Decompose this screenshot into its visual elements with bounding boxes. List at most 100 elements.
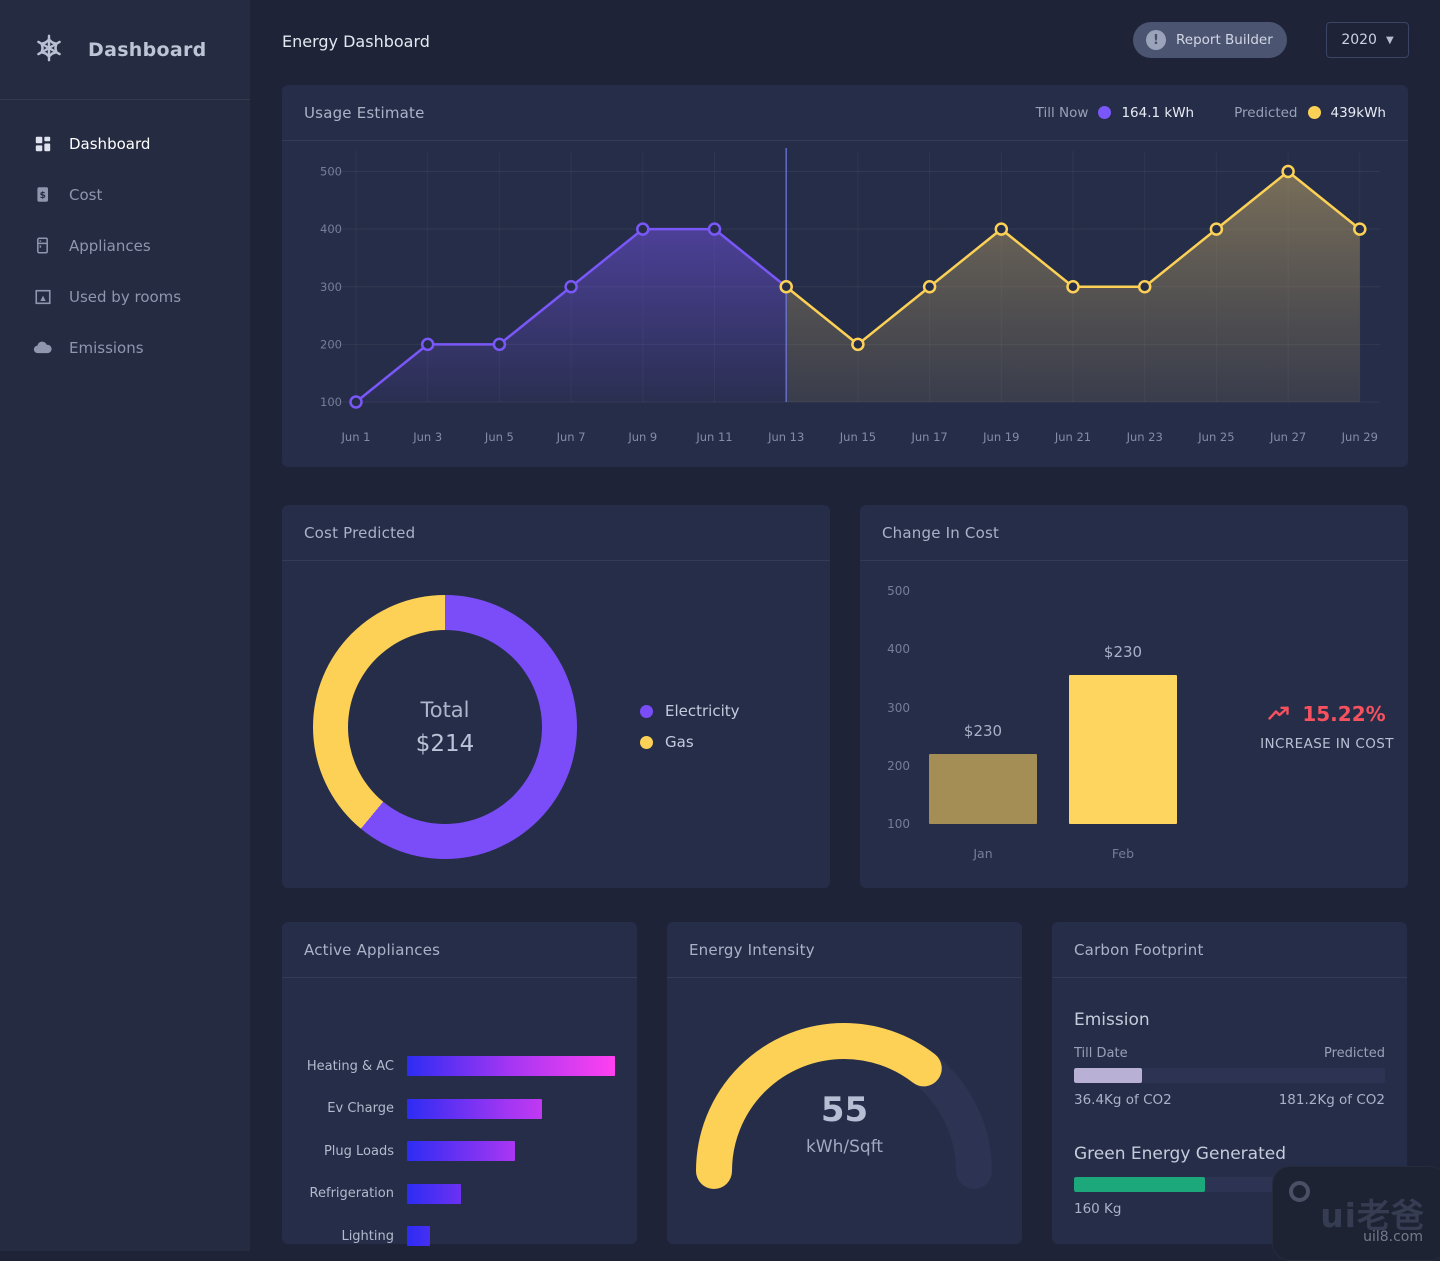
legend-label: Electricity <box>665 702 740 720</box>
legend-item-till-now: Till Now 164.1 kWh <box>1036 105 1194 121</box>
sidebar-item-cost[interactable]: $ Cost <box>0 169 250 220</box>
emission-heading: Emission <box>1074 1010 1150 1030</box>
energy-gauge <box>694 1019 994 1191</box>
axis-tick: 300 <box>887 700 910 715</box>
x-axis-label: Jun 27 <box>1269 430 1306 444</box>
report-builder-button[interactable]: ! Report Builder <box>1133 22 1287 58</box>
sidebar-item-label: Cost <box>69 185 103 204</box>
sidebar-item-emissions[interactable]: Emissions <box>0 322 250 373</box>
appliances-panel-title: Active Appliances <box>304 940 441 959</box>
axis-tick: 200 <box>887 758 910 773</box>
x-axis-label: Jun 21 <box>1054 430 1091 444</box>
cost-legend-dot <box>640 735 653 749</box>
sidebar: Dashboard Dashboard $ Cost <box>0 0 250 1251</box>
data-point <box>636 222 650 236</box>
appliance-label: Lighting <box>341 1228 394 1244</box>
y-axis-label: 100 <box>320 395 342 409</box>
fridge-icon <box>33 236 52 255</box>
appliance-row: Lighting <box>298 1226 615 1246</box>
legend-item-electricity: Electricity <box>640 702 740 720</box>
gauge-fill <box>696 1023 992 1189</box>
data-point <box>922 280 937 294</box>
data-point <box>1137 280 1152 294</box>
change-in-cost-panel: Change In Cost 15.22% INCREASE IN COST 1… <box>860 505 1408 888</box>
x-axis-label: Jun 1 <box>341 430 371 444</box>
data-point <box>564 280 578 294</box>
x-axis-label: Jun 29 <box>1341 430 1378 444</box>
data-point <box>1066 280 1080 294</box>
data-point <box>994 222 1009 236</box>
carbon-panel-header: Carbon Footprint <box>1052 922 1407 978</box>
appliance-row: Plug Loads <box>298 1141 615 1161</box>
x-axis-label: Jun 15 <box>839 430 876 444</box>
alert-circle-icon: ! <box>1146 30 1166 50</box>
logo-row: Dashboard <box>0 0 250 100</box>
appliance-bar <box>407 1226 430 1246</box>
x-axis-label: Jun 3 <box>412 430 442 444</box>
active-appliances-panel: Active Appliances Heating & AC Ev Charge P… <box>282 922 637 1246</box>
rooms-image-icon <box>33 287 52 306</box>
cost-predicted-panel: Cost Predicted Total $214 Electricity Ga… <box>282 505 830 888</box>
y-axis-label: 200 <box>320 337 342 351</box>
usage-estimate-panel: Usage Estimate Till Now 164.1 kWh Predic… <box>282 85 1408 467</box>
x-axis-label: Jun 25 <box>1197 430 1234 444</box>
appliance-bar <box>407 1141 516 1161</box>
usage-legend: Till Now 164.1 kWh Predicted 439kWh <box>1036 105 1386 121</box>
appliances-panel-header: Active Appliances <box>282 922 637 978</box>
intensity-panel-title: Energy Intensity <box>689 940 815 959</box>
axis-tick: 500 <box>887 584 910 598</box>
gauge-reading: 55 kWh/Sqft <box>667 1090 1022 1157</box>
data-point <box>779 280 793 294</box>
x-axis-label: Jun 5 <box>484 430 514 444</box>
increase-label: INCREASE IN COST <box>1260 736 1394 752</box>
category-label: Jan <box>973 846 993 861</box>
donut-center-label: Total <box>420 697 470 722</box>
appliance-bar <box>407 1098 543 1119</box>
till-date-label: Till Date <box>1074 1046 1128 1061</box>
ring-icon <box>1289 1181 1310 1202</box>
sidebar-item-label: Appliances <box>69 236 151 255</box>
usage-chart: 100 200 300 400 500 Jun 1 Jun 3 Jun 5 Jun 7 Jun 9… <box>320 148 1380 444</box>
green-energy-value: 160 Kg <box>1074 1201 1122 1217</box>
appliances-rows: Heating & AC Ev Charge Plug Loads Refrigera… <box>282 978 637 1246</box>
x-axis-label: Jun 7 <box>556 430 586 444</box>
svg-text:$: $ <box>40 191 46 201</box>
data-point <box>349 395 363 409</box>
data-point <box>1281 164 1295 179</box>
sidebar-item-label: Used by rooms <box>69 287 182 306</box>
appliance-bar-track <box>407 1141 615 1161</box>
appliance-label: Heating & AC <box>306 1058 394 1074</box>
cost-doc-icon: $ <box>33 185 52 204</box>
sidebar-item-dashboard[interactable]: Dashboard <box>0 118 250 169</box>
cost-legend-dot <box>640 704 653 718</box>
bar-value-label: $230 <box>963 722 1003 741</box>
watermark-site: uil8.com <box>1363 1229 1423 1245</box>
intensity-panel-header: Energy Intensity <box>667 922 1022 978</box>
data-point <box>1209 222 1224 236</box>
sidebar-item-appliances[interactable]: Appliances <box>0 220 250 271</box>
year-select[interactable]: 2020 ▼ <box>1326 22 1409 58</box>
year-value: 2020 <box>1341 32 1377 48</box>
data-point <box>851 337 865 352</box>
watermark-badge: ui老爸 uil8.com <box>1272 1166 1440 1261</box>
legend-label: Gas <box>665 733 694 751</box>
legend-label: Till Now <box>1035 104 1089 121</box>
axis-tick: 400 <box>887 642 910 657</box>
increase-percent: 15.22% <box>1302 702 1386 726</box>
till-now-dot <box>1098 106 1112 119</box>
predicted-dot <box>1307 106 1321 119</box>
appliance-bar-track <box>407 1226 615 1246</box>
appliance-label: Refrigeration <box>309 1186 394 1201</box>
sidebar-item-label: Emissions <box>69 338 144 357</box>
change-panel-title: Change In Cost <box>882 523 1000 542</box>
sidebar-item-label: Dashboard <box>69 134 151 153</box>
energy-intensity-panel: Energy Intensity 55 kWh/Sqft <box>667 922 1022 1244</box>
appliance-row: Refrigeration <box>298 1183 615 1204</box>
sidebar-item-used-by-rooms[interactable]: Used by rooms <box>0 271 250 322</box>
appliance-row: Ev Charge <box>298 1098 615 1119</box>
data-point <box>1353 222 1367 236</box>
emission-predicted-value: 181.2Kg of CO2 <box>1278 1092 1385 1108</box>
data-point <box>707 222 722 236</box>
appliance-bar-track <box>407 1098 615 1119</box>
x-axis-label: Jun 13 <box>767 430 804 444</box>
